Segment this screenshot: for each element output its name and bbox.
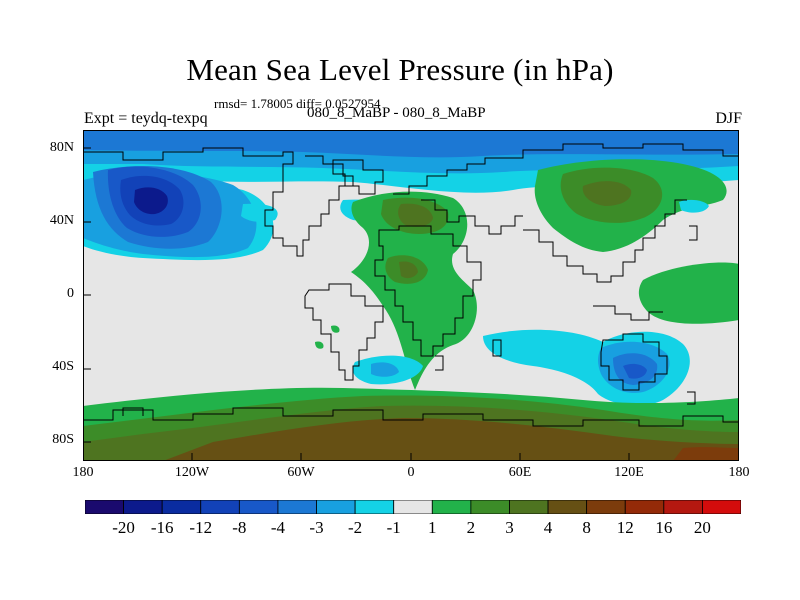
colorbar-label: 16	[655, 518, 673, 537]
africa-high-level-1	[351, 191, 477, 390]
subtitle-label: 080_8_MaBP - 080_8_MaBP	[307, 105, 486, 121]
eurasia-coastline	[393, 143, 739, 195]
asian-high-level-3	[582, 181, 632, 206]
colorbar-cell	[586, 500, 626, 514]
colorbar	[85, 500, 741, 514]
colorbar-cell	[277, 500, 317, 514]
colorbar-cell	[161, 500, 202, 514]
australia-coastline	[600, 333, 668, 391]
x-tick-label: 120E	[614, 465, 644, 480]
stats-label: rmsd= 1.78005 diff= 0.0527954	[214, 96, 381, 111]
antarctic-high-level-5	[673, 447, 739, 461]
indian-ocean-high	[638, 262, 739, 324]
x-tick-label: 60W	[287, 465, 315, 480]
colorbar-cell	[238, 500, 279, 514]
colorbar-cell	[470, 500, 510, 514]
y-tick-label: 40S	[52, 359, 74, 374]
asia-east-coastline	[523, 199, 687, 283]
colorbar-label: -16	[150, 518, 174, 537]
colorbar-cell	[123, 500, 163, 514]
y-tick-label: 80N	[49, 140, 74, 155]
season-label: DJF	[715, 110, 742, 127]
colorbar-cell	[316, 500, 356, 514]
colorbar-label: -1	[386, 518, 401, 537]
x-tick-label: 60E	[508, 465, 532, 480]
antarctica-coastline	[83, 407, 739, 427]
africa-coastline	[374, 225, 482, 357]
colorbar-cell	[702, 500, 741, 514]
south-america-coastline	[304, 283, 384, 381]
map-ticks	[83, 147, 739, 461]
madagascar-coastline	[492, 339, 502, 357]
chart-title: Mean Sea Level Pressure (in hPa)	[186, 52, 614, 87]
colorbar-label: 2	[466, 518, 476, 537]
colorbar-cell	[393, 500, 433, 514]
y-tick-label: 0	[67, 286, 74, 301]
experiment-label: Expt = teydq-texpq	[84, 110, 208, 127]
south-indian-low-level-4	[623, 363, 647, 379]
coastlines	[83, 143, 739, 427]
colorbar-cell	[85, 500, 124, 514]
colorbar-label: 8	[582, 518, 591, 537]
y-tick-label: 40N	[49, 213, 74, 228]
pacific-low-patch	[679, 199, 709, 213]
north-america-coastline	[83, 147, 354, 257]
y-tick-label: 80S	[52, 432, 74, 447]
colorbar-label: 3	[505, 518, 514, 537]
colorbar-label: 4	[543, 518, 553, 537]
colorbar-label: -8	[232, 518, 247, 537]
north-pacific-low-level-6	[134, 187, 168, 215]
arctic-band-level-3	[83, 130, 739, 158]
central-africa-high-level-3	[399, 261, 418, 279]
colorbar-cell	[547, 500, 588, 514]
colorbar-label: -3	[309, 518, 324, 537]
new-zealand-coastline	[687, 391, 696, 405]
antarctic-peninsula-coastline	[122, 407, 144, 416]
small-high-spot-1	[315, 341, 324, 349]
colorbar-cell	[354, 500, 395, 514]
colorbar-label: -4	[270, 518, 286, 537]
colorbar-label: -20	[112, 518, 135, 537]
europe-coastline	[421, 199, 523, 235]
colorbar-cell	[431, 500, 472, 514]
x-tick-label: 0	[407, 465, 415, 480]
colorbar-cell	[663, 500, 703, 514]
south-atlantic-low-level-2	[371, 362, 399, 377]
colorbar-label: 1	[428, 518, 437, 537]
antarctic-high-level-4	[163, 418, 739, 461]
x-tick-label: 180	[72, 465, 94, 480]
colorbar-cell	[509, 500, 549, 514]
colorbar-label: -2	[348, 518, 363, 537]
colorbar-label: 12	[616, 518, 634, 537]
colorbar-cell	[200, 500, 240, 514]
indonesia-coastline	[593, 305, 663, 321]
colorbar-label: 20	[693, 518, 711, 537]
greenland-coastline	[332, 159, 384, 195]
colorbar-cell	[624, 500, 665, 514]
x-tick-label: 180	[728, 465, 750, 480]
small-high-spot-2	[331, 325, 340, 333]
x-tick-label: 120W	[174, 465, 210, 480]
pressure-map	[83, 130, 739, 461]
africa-high-level-3	[398, 203, 433, 227]
colorbar-label: -12	[189, 518, 213, 537]
east-pacific-low-patch	[241, 203, 278, 223]
southern-africa-outline	[435, 355, 444, 371]
japan-coastline	[689, 225, 698, 241]
